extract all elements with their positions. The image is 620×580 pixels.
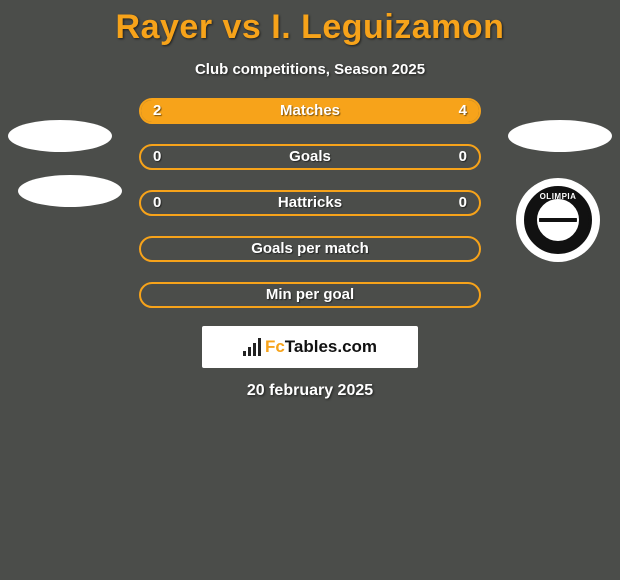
page-title: Rayer vs I. Leguizamon xyxy=(0,0,620,47)
stat-label: Hattricks xyxy=(141,192,479,214)
stat-value-right: 0 xyxy=(459,146,467,168)
footer-date: 20 february 2025 xyxy=(0,382,620,400)
stat-row-goals-per-match: Goals per match xyxy=(139,236,481,262)
stat-row-hattricks: 0 Hattricks 0 xyxy=(139,190,481,216)
brand-text: FcTables.com xyxy=(265,337,377,357)
brand-prefix: Fc xyxy=(265,337,285,356)
stat-row-matches: 2 Matches 4 xyxy=(139,98,481,124)
stat-label: Matches xyxy=(141,100,479,122)
stat-label: Goals xyxy=(141,146,479,168)
stat-label: Goals per match xyxy=(141,238,479,260)
club-badge-label: OLIMPIA xyxy=(540,192,577,201)
player-left-badge-1 xyxy=(8,120,112,152)
player-left-badge-2 xyxy=(18,175,122,207)
brand-suffix: Tables.com xyxy=(285,337,377,356)
club-badge-inner: OLIMPIA xyxy=(524,186,592,254)
club-badge-olimpia: OLIMPIA xyxy=(516,178,600,262)
stat-row-goals: 0 Goals 0 xyxy=(139,144,481,170)
stat-value-right: 4 xyxy=(459,100,467,122)
subtitle: Club competitions, Season 2025 xyxy=(0,61,620,78)
brand-chart-icon xyxy=(243,338,261,356)
stat-label: Min per goal xyxy=(141,284,479,306)
brand-logo-box: FcTables.com xyxy=(202,326,418,368)
stat-value-right: 0 xyxy=(459,192,467,214)
player-right-badge-1 xyxy=(508,120,612,152)
stat-row-min-per-goal: Min per goal xyxy=(139,282,481,308)
